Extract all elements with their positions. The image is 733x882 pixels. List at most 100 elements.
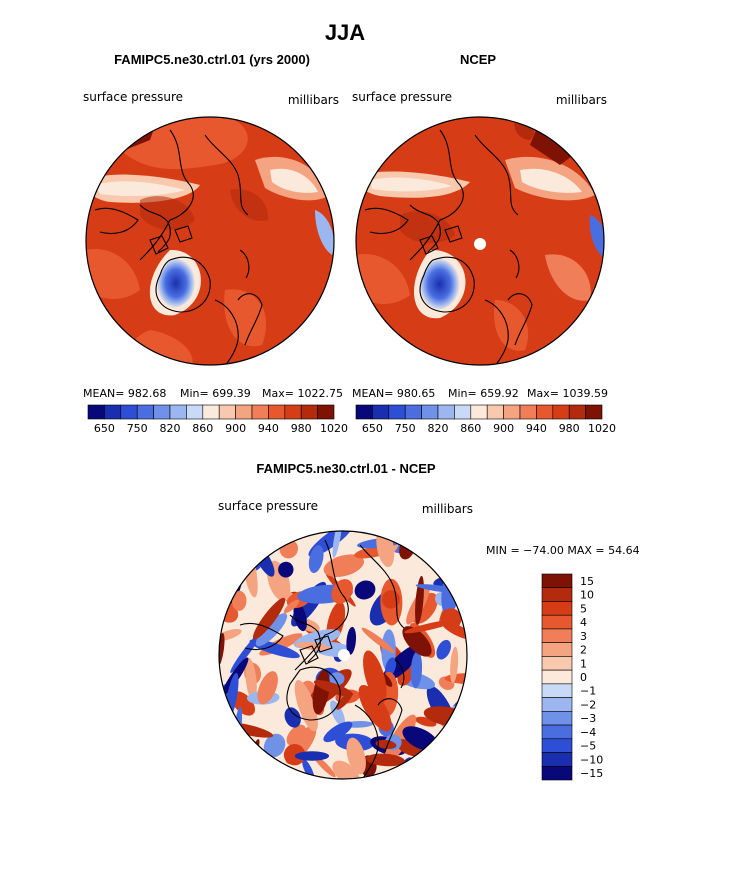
- anomaly-patch-121: [448, 722, 467, 759]
- panel-ncep-subtitle: NCEP: [460, 52, 496, 67]
- panel-diff-colorbar-tick-label-14: −15: [580, 767, 603, 780]
- panel-diff-colorbar-tick-label-3: 4: [580, 616, 587, 629]
- panel-diff-colorbar-tick-label-7: 0: [580, 671, 587, 684]
- anomaly-patch-103: [385, 657, 397, 677]
- panel-model-colorbar-ticks: 650 750 820 860 900 940 980 1020: [94, 422, 348, 435]
- panel-ncep-colorbar-tick-label-3: 860: [460, 422, 481, 435]
- panel-model-colorbar-swatch-1: [104, 404, 122, 420]
- panel-ncep-colorbar-tick-label-0: 650: [362, 422, 383, 435]
- anomaly-patch-100: [219, 632, 225, 667]
- panel-diff-coastlines: [239, 539, 405, 779]
- anomaly-patch-2: [354, 580, 376, 600]
- panel-model-colorbar-tick-label-6: 980: [291, 422, 312, 435]
- panel-model-colorbar-swatch-8: [218, 404, 236, 420]
- anomaly-patch-91: [346, 626, 357, 655]
- panel-ncep-map-border: [355, 116, 605, 366]
- panel-diff-colorbar-swatch-11: [541, 724, 573, 740]
- panel-ncep-colorbar-swatch-13: [568, 404, 586, 420]
- panel-diff-left-label: surface pressure: [218, 499, 318, 513]
- panel-ncep-colorbar-swatch-7: [470, 404, 488, 420]
- anomaly-patch-143: [410, 651, 423, 689]
- panel-ncep-colorbar-swatch-1: [372, 404, 390, 420]
- panel-ncep: NCEP surface pressure millibars: [352, 52, 616, 435]
- panel-diff-colorbar-swatch-13: [541, 752, 573, 767]
- panel-model-min: Min= 699.39: [180, 387, 251, 400]
- anomaly-patch-145: [294, 751, 330, 761]
- anomaly-patch-22: [248, 739, 260, 765]
- panel-diff-colorbar-tick-label-13: −10: [580, 753, 603, 766]
- panel-diff-colorbar-swatch-9: [541, 697, 573, 712]
- panel-diff-colorbar-swatch-4: [541, 628, 573, 643]
- panel-model-max: Max= 1022.75: [262, 387, 343, 400]
- panel-ncep-colorbar-swatch-12: [552, 404, 570, 420]
- panel-model-colorbar-swatch-7: [202, 404, 220, 420]
- panel-ncep-colorbar-swatch-8: [486, 404, 504, 420]
- panel-ncep-pole-mask: [474, 238, 486, 250]
- panel-ncep-min: Min= 659.92: [448, 387, 519, 400]
- panel-diff-colorbar: [541, 573, 573, 781]
- panel-diff-colorbar-swatch-2: [541, 601, 573, 616]
- anomaly-patch-111: [242, 531, 259, 543]
- anomaly-patch-115: [436, 639, 451, 660]
- anomaly-patch-134: [232, 706, 243, 760]
- panel-ncep-colorbar-tick-label-6: 980: [559, 422, 580, 435]
- panel-model-subtitle: FAMIPC5.ne30.ctrl.01 (yrs 2000): [114, 52, 310, 67]
- panel-ncep-colorbar-tick-label-1: 750: [395, 422, 416, 435]
- anomaly-patch-54: [219, 556, 234, 575]
- panel-ncep-colorbar-swatch-2: [388, 404, 406, 420]
- anomaly-patch-136: [257, 671, 278, 705]
- panel-diff-colorbar-tick-label-2: 5: [580, 602, 587, 615]
- anomaly-patch-146: [219, 731, 247, 753]
- panel-ncep-max: Max= 1039.59: [527, 387, 608, 400]
- panel-model-colorbar-swatch-9: [235, 404, 253, 420]
- anomaly-patch-73: [431, 531, 448, 574]
- anomaly-patch-78: [263, 733, 286, 758]
- panel-model-left-label: surface pressure: [83, 90, 183, 104]
- panel-diff-colorbar-swatch-14: [541, 765, 573, 781]
- panel-ncep-left-label: surface pressure: [352, 90, 452, 104]
- anomaly-patch-119: [375, 739, 397, 749]
- panel-diff-colorbar-swatch-6: [541, 656, 573, 671]
- anomaly-patch-131: [358, 685, 392, 732]
- anomaly-patch-79: [219, 729, 244, 776]
- panel-model-colorbar-swatch-5: [169, 404, 187, 420]
- panel-diff-colorbar-tick-label-4: 3: [580, 630, 587, 643]
- panel-model-colorbar-swatch-11: [268, 404, 286, 420]
- panel-diff-map: [219, 531, 467, 779]
- panel-model-colorbar-tick-label-4: 900: [225, 422, 246, 435]
- anomaly-patch-60: [396, 739, 423, 757]
- panel-diff-subtitle: FAMIPC5.ne30.ctrl.01 - NCEP: [256, 461, 435, 476]
- panel-diff-colorbar-tick-label-0: 15: [580, 575, 594, 588]
- panel-ncep-right-label: millibars: [556, 93, 607, 107]
- anomaly-patch-118: [284, 707, 301, 728]
- panel-model-colorbar-swatch-6: [186, 404, 204, 420]
- panel-diff-colorbar-tick-label-1: 10: [580, 589, 594, 602]
- panel-model-colorbar-tick-label-3: 860: [192, 422, 213, 435]
- panel-model-colorbar-tick-label-0: 650: [94, 422, 115, 435]
- panel-ncep-colorbar-swatch-9: [503, 404, 521, 420]
- anomaly-patch-5: [332, 760, 360, 779]
- anomaly-patch-8: [313, 754, 336, 778]
- anomaly-patch-95: [447, 745, 467, 758]
- anomaly-patch-71: [219, 732, 228, 749]
- panel-ncep-colorbar-tick-label-7: 1020: [588, 422, 616, 435]
- anomaly-patch-53: [230, 630, 263, 674]
- panel-model-colorbar-tick-label-2: 820: [160, 422, 181, 435]
- panel-model-coastlines: [94, 129, 263, 365]
- panel-model-map: [86, 117, 334, 365]
- panel-model-colorbar-swatch-12: [284, 404, 302, 420]
- panel-diff-colorbar-swatch-3: [541, 614, 573, 630]
- panel-ncep-colorbar-swatch-0: [355, 404, 373, 420]
- panel-ncep-colorbar-tick-label-5: 940: [526, 422, 547, 435]
- panel-model-colorbar-swatch-14: [317, 404, 335, 420]
- panel-ncep-colorbar-tick-label-4: 900: [493, 422, 514, 435]
- panel-diff-colorbar-swatch-12: [541, 738, 573, 753]
- panel-model-colorbar-tick-label-7: 1020: [320, 422, 348, 435]
- panel-model-colorbar-swatch-13: [300, 404, 318, 420]
- anomaly-patch-63: [245, 658, 257, 702]
- panel-ncep-colorbar-swatch-11: [536, 404, 554, 420]
- panel-diff-colorbar-swatch-8: [541, 683, 573, 698]
- panel-diff-colorbar-tick-label-10: −3: [580, 712, 596, 725]
